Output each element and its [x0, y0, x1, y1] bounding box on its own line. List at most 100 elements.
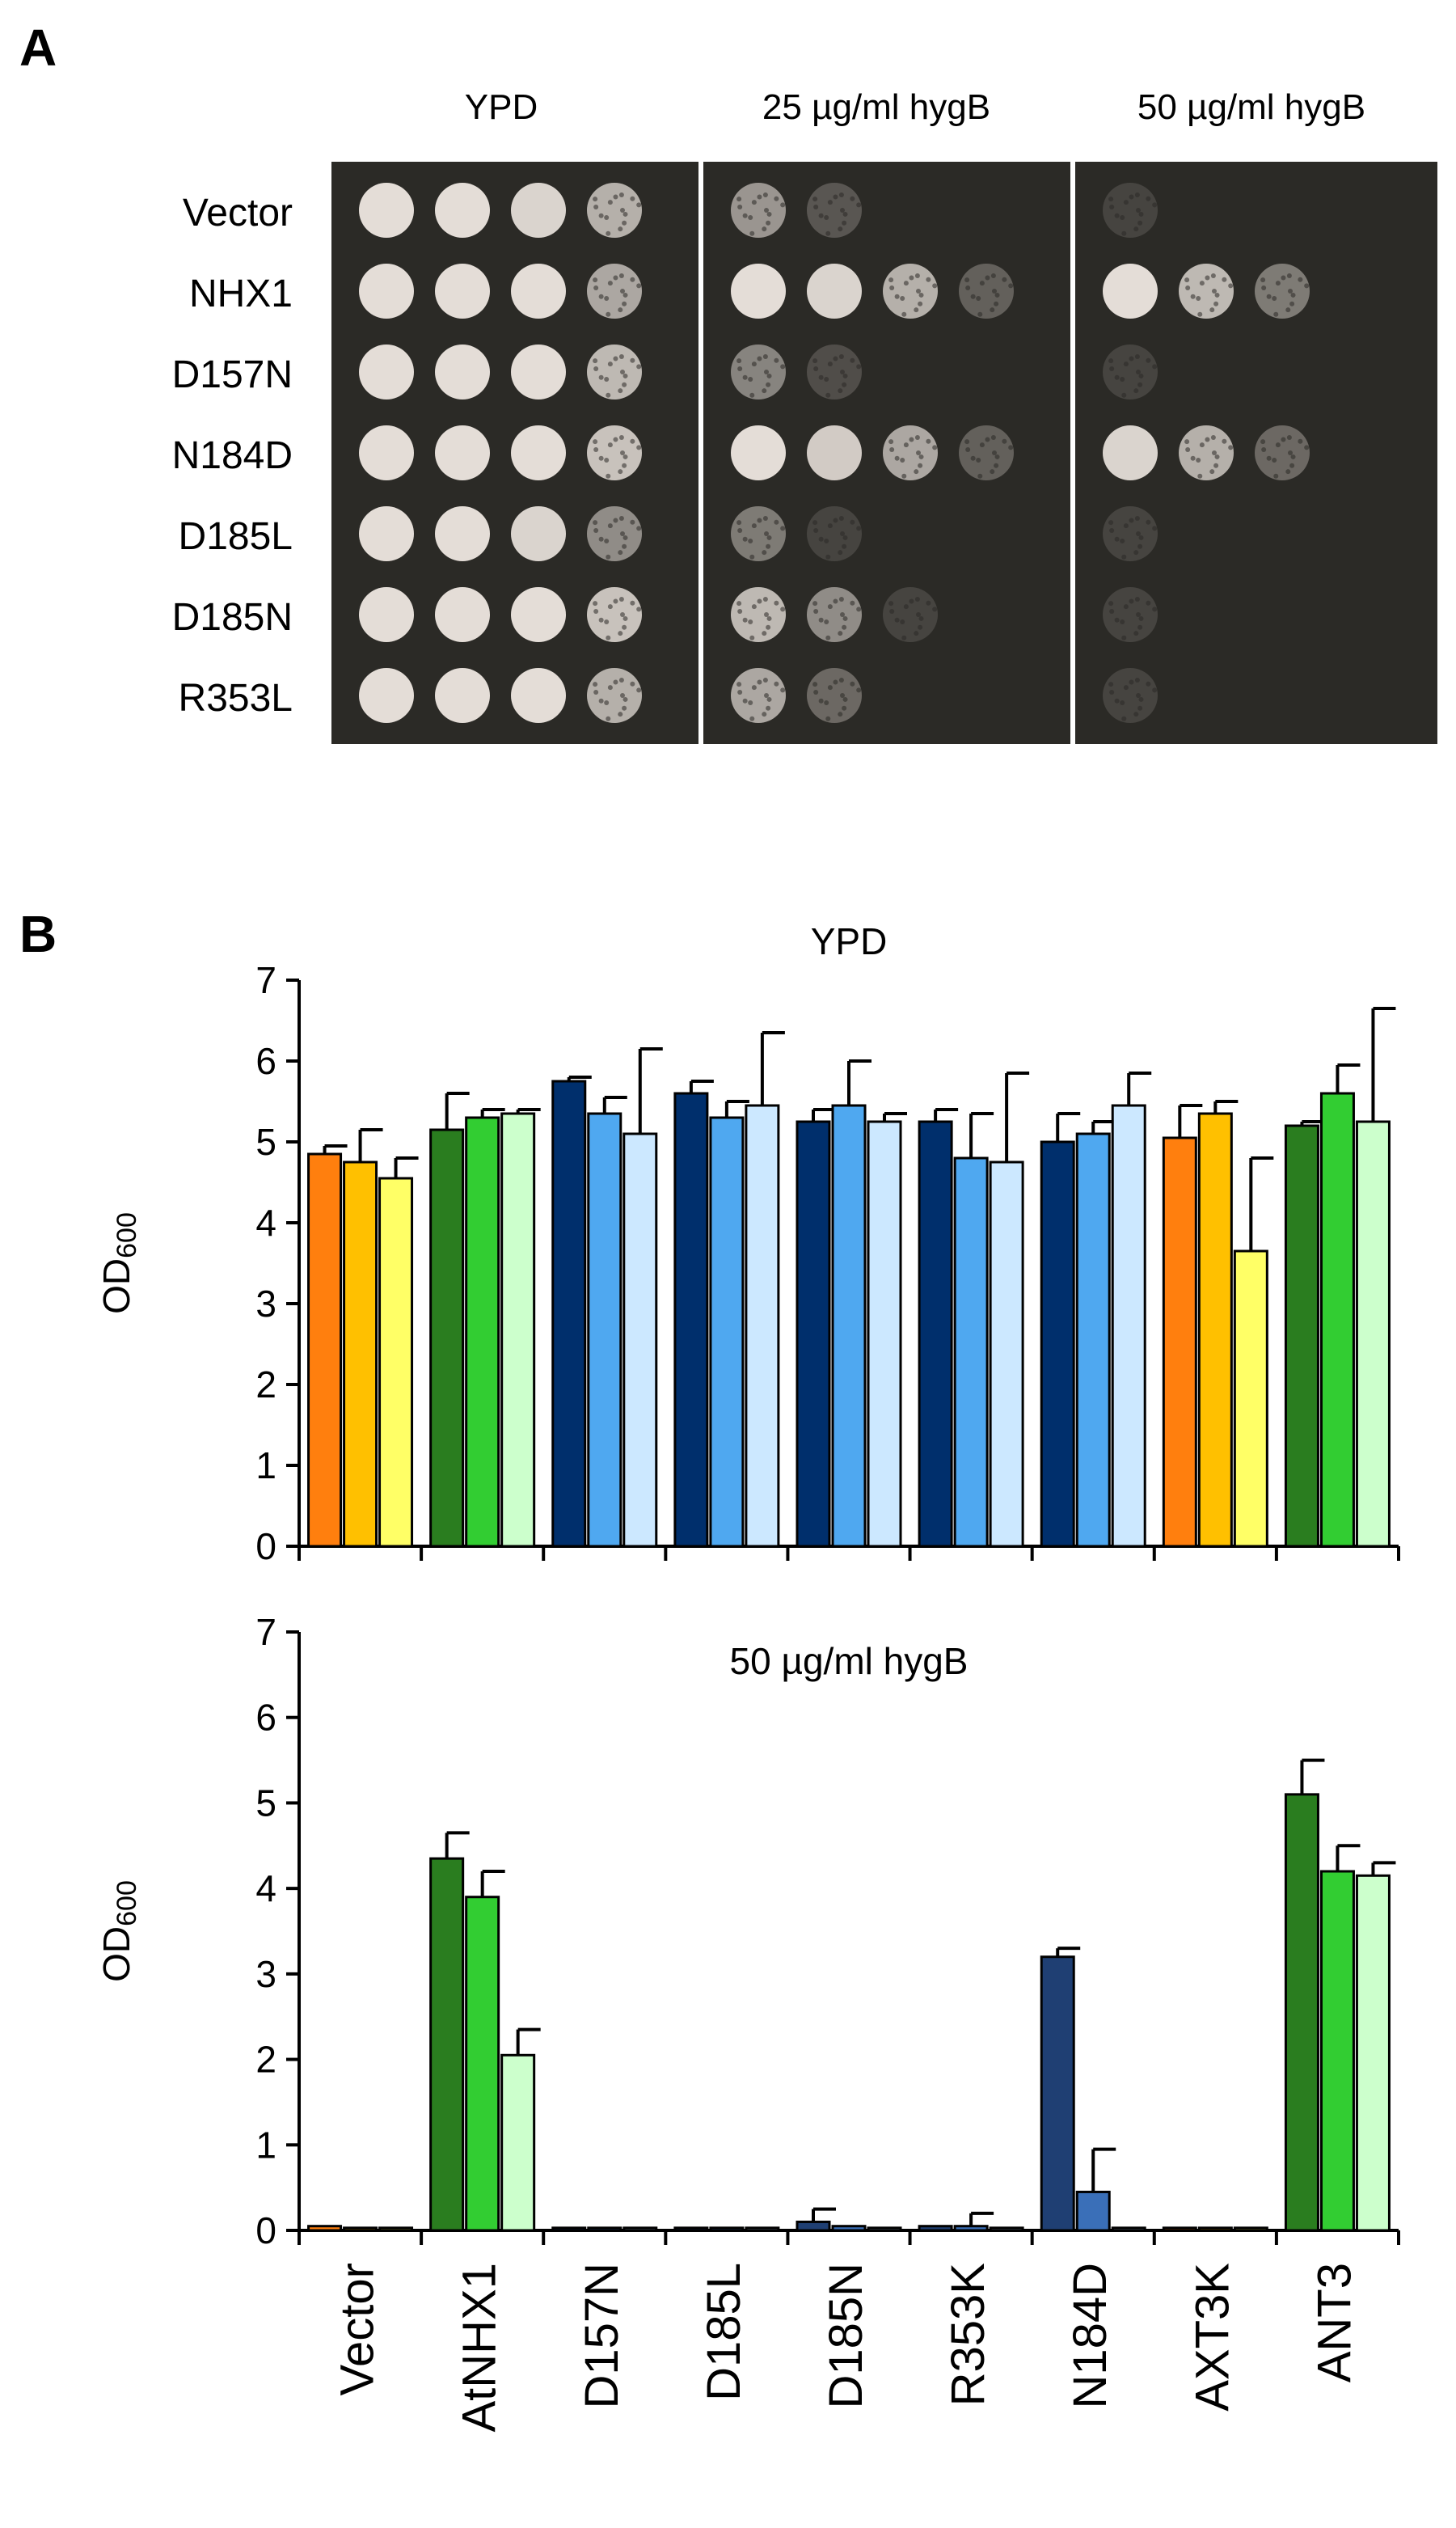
y-tick-label: 1 — [255, 1444, 276, 1486]
strain-label-r353l: R353L — [178, 677, 293, 720]
bar — [500, 2053, 536, 2232]
colony-spot — [435, 345, 490, 399]
bar — [622, 1132, 658, 1548]
colony-spot — [1103, 183, 1158, 238]
bar — [1162, 2226, 1197, 2232]
colony-spot — [511, 425, 566, 480]
colony-spot — [731, 425, 786, 480]
bar — [343, 1160, 378, 1548]
colony-spot — [959, 264, 1014, 319]
colony-spot — [587, 668, 642, 723]
bar — [1075, 2190, 1111, 2232]
plate-hygb-25 — [703, 162, 1070, 744]
colony-spot — [511, 345, 566, 399]
colony-spot — [511, 264, 566, 319]
x-tick-label-r353k: R353K — [942, 2263, 994, 2407]
plate-ypd-spots — [331, 162, 698, 744]
colony-spot — [587, 345, 642, 399]
bar-chart-hygb-50: 50 µg/ml hygB 0 1 2 3 4 5 6 7 OD600 Vector AtNHX1 D1… — [95, 1611, 1400, 2433]
bar — [1162, 1136, 1197, 1548]
colony-spot — [731, 264, 786, 319]
colony-spot — [1103, 506, 1158, 561]
y-tick-label: 7 — [255, 959, 276, 1001]
bar — [429, 1128, 465, 1548]
colony-spot — [807, 183, 862, 238]
colony-spot — [959, 425, 1014, 480]
y-tick-label: 5 — [255, 1121, 276, 1163]
strain-label-n184d: N184D — [171, 434, 293, 477]
colony-spot — [359, 668, 414, 723]
bar — [1111, 1104, 1146, 1548]
panel-a-letter: A — [19, 19, 57, 77]
bar — [796, 2220, 831, 2232]
bar — [1319, 1092, 1355, 1548]
colony-spot — [359, 264, 414, 319]
bar — [867, 1120, 902, 1548]
y-tick-label: 5 — [255, 1782, 276, 1824]
bar — [953, 1156, 989, 1548]
y-tick-label: 2 — [255, 2039, 276, 2081]
panel-b-letter: B — [19, 905, 57, 963]
od600-bar-charts: YPD 0 1 2 3 4 5 6 7 OD600 50 µg/ml hygB 0 1 2 3 4 5 6 7 OD6… — [95, 920, 1400, 2433]
colony-spot — [587, 506, 642, 561]
colony-spot — [511, 587, 566, 642]
bar — [1040, 1955, 1075, 2232]
x-tick-label-atnhx1: AtNHX1 — [454, 2263, 506, 2433]
colony-spot — [731, 668, 786, 723]
colony-spot — [435, 425, 490, 480]
bar — [587, 2226, 622, 2232]
bar — [918, 1120, 953, 1548]
bar — [796, 1120, 831, 1548]
bar — [1284, 1793, 1319, 2232]
condition-title-hygb-50: 50 µg/ml hygB — [1137, 87, 1366, 127]
colony-spot — [511, 183, 566, 238]
x-tick-label-d185n: D185N — [820, 2263, 872, 2409]
colony-spot — [1179, 425, 1234, 480]
colony-spot — [883, 587, 938, 642]
bar — [989, 1160, 1024, 1548]
y-tick-label: 1 — [255, 2124, 276, 2166]
bar — [465, 1116, 500, 1548]
x-tick-label-d185l: D185L — [698, 2263, 750, 2401]
bar — [918, 2225, 953, 2232]
strain-label-d185l: D185L — [178, 515, 293, 558]
bar — [343, 2226, 378, 2232]
plate-ypd — [331, 162, 698, 744]
colony-spot — [587, 587, 642, 642]
bar — [1040, 1140, 1075, 1548]
x-tick-label-ant3: ANT3 — [1308, 2263, 1361, 2382]
strain-label-nhx1: NHX1 — [188, 273, 293, 315]
colony-spot — [731, 587, 786, 642]
colony-spot — [807, 345, 862, 399]
colony-spot — [587, 264, 642, 319]
bar — [1355, 1120, 1391, 1548]
bar — [709, 2226, 745, 2232]
bar — [429, 1857, 465, 2232]
colony-spot — [807, 506, 862, 561]
y-tick-label: 0 — [255, 2209, 276, 2251]
colony-spot — [435, 587, 490, 642]
colony-spot — [807, 264, 862, 319]
bar — [1233, 2226, 1268, 2232]
y-tick-label: 4 — [255, 1867, 276, 1909]
colony-spot — [731, 183, 786, 238]
y-tick-label: 6 — [255, 1697, 276, 1739]
colony-spot — [435, 183, 490, 238]
x-tick-label-axt3k: AXT3K — [1186, 2263, 1239, 2412]
y-axis-label: OD600 — [95, 1212, 142, 1314]
bar — [1111, 2226, 1146, 2232]
condition-title-ypd: YPD — [464, 87, 538, 127]
bar — [378, 1177, 414, 1548]
y-tick-label: 6 — [255, 1040, 276, 1082]
colony-spot — [1103, 587, 1158, 642]
bar — [1075, 1132, 1111, 1548]
colony-spot — [359, 183, 414, 238]
colony-spot — [511, 506, 566, 561]
bar — [465, 1896, 500, 2232]
x-tick-label-vector: Vector — [331, 2263, 384, 2395]
strain-label-d157n: D157N — [171, 353, 293, 396]
bar — [745, 2226, 780, 2232]
y-tick-label: 3 — [255, 1953, 276, 1995]
strain-label-d185n: D185N — [171, 596, 293, 639]
bar — [989, 2226, 1024, 2232]
